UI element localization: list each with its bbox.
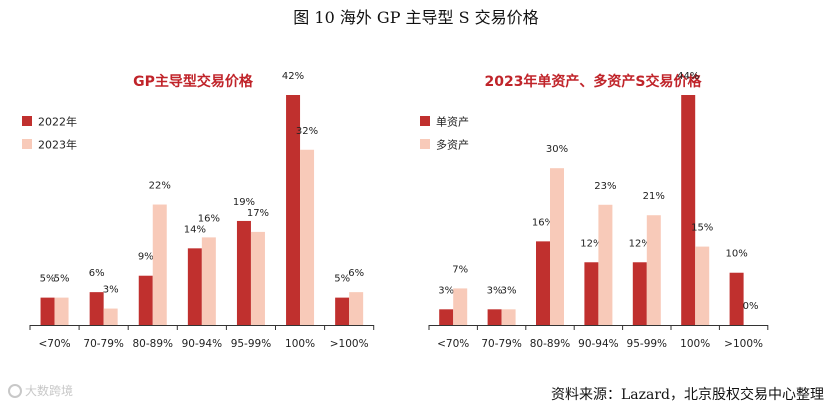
chart-2-value-label-1: 16%: [532, 217, 554, 228]
chart-2-bar-2: [646, 215, 661, 325]
chart-2-value-label-2: 7%: [452, 264, 468, 275]
chart-1-value-label-2: 6%: [348, 268, 364, 279]
chart-1-value-label-1: 5%: [40, 274, 56, 285]
chart-2-tick-label: 100%: [680, 338, 710, 350]
chart-2-value-label-1: 12%: [629, 238, 651, 249]
chart-1-bar-2: [349, 292, 364, 325]
chart-1-bar-1: [286, 95, 301, 325]
chart-1-value-label-2: 22%: [149, 181, 171, 192]
chart-1-bar-2: [300, 149, 315, 325]
chart-1-legend-label-1: 2022年: [38, 115, 77, 129]
chart-1-value-label-2: 17%: [247, 208, 269, 219]
chart-1-tick-label: 100%: [285, 338, 315, 350]
chart-2-bar-2: [550, 168, 564, 325]
chart-2-value-label-1: 44%: [677, 71, 699, 82]
chart-2-tick-label: 80-89%: [530, 338, 571, 350]
chart-1-bar-2: [103, 308, 118, 325]
chart-1-value-label-2: 16%: [198, 213, 220, 224]
chart-2-value-label-2: 15%: [691, 223, 713, 234]
watermark: 大数跨境: [8, 382, 73, 399]
chart-2-value-label-2: 3%: [501, 285, 517, 296]
chart-2-legend-swatch-1: [420, 116, 430, 126]
chart-2-value-label-2: 0%: [743, 301, 759, 312]
chart-2-bar-1: [681, 95, 696, 325]
chart-2-value-label-2: 21%: [643, 191, 665, 202]
chart-2-tick-label: 90-94%: [578, 338, 619, 350]
chart-1-tick-label: >100%: [330, 338, 369, 350]
chart-1-bar-1: [335, 297, 350, 325]
chart-1-value-label-2: 5%: [54, 274, 70, 285]
chart-1-value-label-2: 3%: [103, 285, 119, 296]
chart-1-bar-1: [236, 220, 251, 325]
chart-1-value-label-1: 6%: [89, 268, 105, 279]
chart-2-bar-2: [695, 246, 710, 325]
chart-2-tick-label: 95-99%: [627, 338, 668, 350]
chart-2-value-label-1: 10%: [725, 249, 747, 260]
chart-1-tick-label: 90-94%: [182, 338, 223, 350]
chart-2-bar-1: [729, 272, 744, 325]
chart-1-tick-label: 95-99%: [231, 338, 272, 350]
chart-1-value-label-1: 5%: [334, 274, 350, 285]
chart-2-title: 2023年单资产、多资产S交易价格: [484, 73, 702, 90]
chart-2-bar-2: [598, 204, 613, 325]
chart-1-value-label-1: 9%: [138, 252, 154, 263]
chart-2-value-label-1: 3%: [487, 285, 503, 296]
watermark-logo-icon: [8, 383, 22, 398]
chart-1-tick-label: 70-79%: [83, 338, 124, 350]
chart-2-value-label-1: 12%: [580, 238, 602, 249]
chart-1-value-label-1: 42%: [282, 71, 304, 82]
chart-1-legend-label-2: 2023年: [38, 138, 77, 152]
chart-1-bar-2: [201, 237, 216, 325]
chart-1-tick-label: 80-89%: [133, 338, 174, 350]
chart-1-bar-1: [187, 248, 202, 325]
source-note: 资料来源：Lazard，北京股权交易中心整理: [550, 387, 824, 403]
chart-2-tick-label: 70-79%: [481, 338, 522, 350]
chart-1-bar-2: [250, 231, 265, 325]
chart-2-bar-1: [584, 262, 599, 325]
chart-2-bar-2: [453, 288, 468, 325]
chart-2-legend-label-1: 单资产: [436, 115, 469, 129]
chart-2-value-label-2: 23%: [594, 181, 616, 192]
chart-1-bar-2: [152, 204, 167, 325]
chart-2-bar-1: [439, 309, 454, 325]
chart-2-tick-label: <70%: [437, 338, 469, 350]
chart-2-legend-swatch-2: [420, 139, 430, 149]
chart-1-value-label-1: 19%: [233, 197, 255, 208]
watermark-text: 大数跨境: [25, 384, 74, 398]
chart-2-legend-label-2: 多资产: [436, 138, 469, 152]
chart-2-value-label-2: 30%: [546, 144, 568, 155]
chart-1-value-label-1: 14%: [184, 224, 206, 235]
chart-1-legend-swatch-2: [22, 139, 32, 149]
chart-2-bar-2: [501, 309, 516, 325]
chart-1-legend-swatch-1: [22, 116, 32, 126]
chart-1-bar-2: [54, 297, 69, 325]
chart-2-bar-1: [632, 262, 647, 325]
chart-2-value-label-1: 3%: [438, 285, 454, 296]
chart-2-bar-1: [536, 241, 550, 325]
chart-1-value-label-2: 32%: [296, 126, 318, 137]
chart-1-bar-1: [89, 292, 104, 325]
figure-title: 图 10 海外 GP 主导型 S 交易价格: [293, 8, 539, 27]
chart-2-bar-1: [487, 309, 502, 325]
chart-1-bar-1: [138, 275, 153, 325]
chart-1-tick-label: <70%: [38, 338, 70, 350]
chart-1-bar-1: [40, 297, 55, 325]
chart-1-title: GP主导型交易价格: [133, 73, 254, 90]
chart-2-tick-label: >100%: [724, 338, 763, 350]
